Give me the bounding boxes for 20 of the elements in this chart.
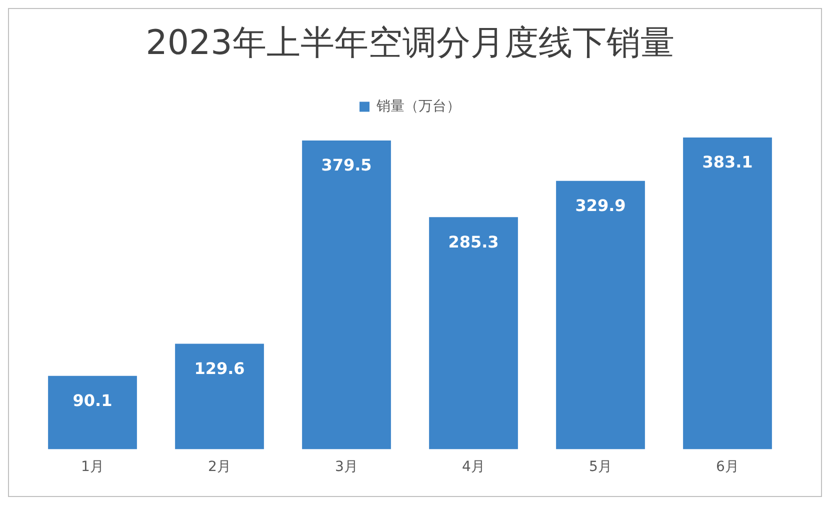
data-label: 285.3 <box>448 232 499 252</box>
x-tick-label: 4月 <box>462 459 485 476</box>
bar <box>175 344 264 450</box>
bar <box>48 376 137 450</box>
data-label: 129.6 <box>194 358 245 378</box>
bar <box>429 217 518 450</box>
data-label: 329.9 <box>575 196 626 215</box>
chart-title: 2023年上半年空调分月度线下销量 <box>146 23 674 64</box>
x-tick-label: 1月 <box>81 459 104 476</box>
x-tick-label: 6月 <box>716 459 739 476</box>
bar <box>683 138 772 450</box>
data-label: 379.5 <box>321 156 372 175</box>
legend-label: 销量（万台） <box>376 98 460 114</box>
bar <box>302 140 391 450</box>
x-tick-label: 3月 <box>335 459 358 476</box>
bar <box>556 180 645 450</box>
x-tick-label: 5月 <box>589 459 612 476</box>
data-label: 383.1 <box>702 152 753 172</box>
data-label: 90.1 <box>72 391 112 410</box>
x-tick-label: 2月 <box>208 459 231 476</box>
